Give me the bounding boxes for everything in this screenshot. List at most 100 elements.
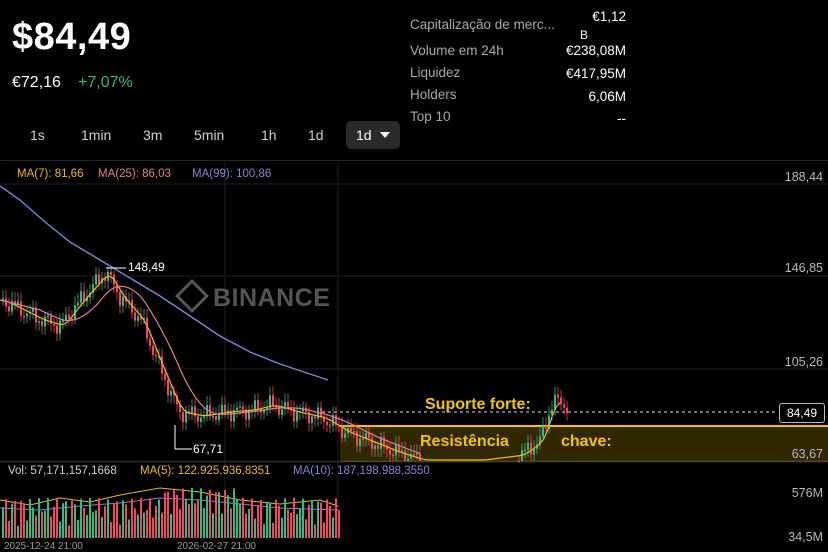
volume-bar [302, 498, 304, 538]
volume-bar [50, 516, 52, 538]
candle-body [26, 313, 28, 317]
volume-bar [257, 505, 259, 538]
candle-body [173, 390, 175, 396]
volume-bar [164, 492, 166, 538]
timeframe-5min[interactable]: 5min [194, 127, 225, 143]
stat-value-top10: -- [617, 111, 626, 126]
candle-body [263, 409, 265, 413]
candle-body [143, 317, 145, 320]
volume-bar [329, 506, 331, 538]
candle-body [392, 454, 394, 457]
volume-bar [233, 488, 235, 538]
candle-body [407, 458, 409, 461]
candle-body [332, 415, 334, 426]
volume-bar [149, 498, 151, 538]
chart-grid [0, 162, 828, 540]
candle-body [335, 415, 337, 426]
candle-body [206, 405, 208, 417]
candle-body [287, 402, 289, 408]
volume-bar [266, 501, 268, 538]
volume-ma5-label: MA(5): 122.925,936,8351 [140, 465, 271, 477]
candle-body [77, 302, 79, 306]
volume-bar [296, 514, 298, 538]
volume-bar [32, 507, 34, 538]
stat-label-top10: Top 10 [410, 109, 451, 124]
volume-bar [209, 489, 211, 538]
support-annotation: Suporte forte: [425, 396, 531, 413]
volume-bar [155, 505, 157, 538]
volume-bar [62, 503, 64, 538]
candle-body [170, 390, 172, 396]
candle-body [23, 315, 25, 318]
volume-bar [68, 525, 70, 538]
volume-bar [56, 499, 58, 538]
candle-body [155, 354, 157, 357]
candle-body [368, 433, 370, 438]
volume-bar [8, 520, 10, 538]
timeframe-1s[interactable]: 1s [30, 127, 45, 143]
volume-bar [41, 511, 43, 538]
volume-bar [131, 498, 133, 538]
candle-body [245, 409, 247, 420]
volume-bar [77, 520, 79, 538]
timeframe-dropdown[interactable]: 1d [346, 121, 400, 149]
timeframe-1min[interactable]: 1min [81, 127, 112, 143]
timeframe-3m[interactable]: 3m [143, 127, 163, 143]
volume-bar [128, 519, 130, 538]
candle-body [326, 421, 328, 425]
volume-bar [212, 513, 214, 538]
volume-bar [119, 524, 121, 538]
candle-body [542, 425, 544, 437]
candle-body [185, 411, 187, 423]
volume-bar [26, 520, 28, 538]
ma99-line [0, 185, 329, 381]
volume-bar [290, 512, 292, 538]
candle-body [179, 404, 181, 413]
volume-bar [65, 501, 67, 538]
volume-bar [335, 498, 337, 538]
volume-bar [275, 499, 277, 538]
candle-body [317, 407, 319, 419]
volume-bar [5, 499, 7, 538]
candle-body [38, 321, 40, 323]
price-axis-label: 63,67 [791, 447, 823, 461]
candle-body [32, 307, 34, 312]
caret-down-icon [380, 132, 390, 138]
high-price-label: 148,49 [128, 260, 165, 274]
price-eur: €72,16 [12, 74, 61, 91]
volume-bar [176, 494, 178, 538]
price-change: +7,07% [78, 74, 133, 91]
candle-body [323, 416, 325, 422]
volume-bar [236, 499, 238, 538]
timeframe-1h[interactable]: 1h [261, 127, 277, 143]
candle-body [329, 424, 331, 427]
divider [0, 160, 828, 161]
volume-bar [143, 512, 145, 538]
volume-bar [104, 506, 106, 538]
volume-bar [101, 516, 103, 538]
volume-bar [224, 489, 226, 538]
candle-body [389, 449, 391, 455]
candle-body [377, 445, 379, 449]
volume-bar [227, 495, 229, 538]
candle-body [311, 416, 313, 424]
binance-logo-icon [175, 279, 209, 313]
volume-bar [284, 498, 286, 538]
low-price-label: 67,71 [193, 442, 224, 456]
volume-bar [269, 502, 271, 538]
candle-body [560, 397, 562, 405]
ma99-label: MA(99): 100,86 [192, 168, 272, 180]
candle-body [278, 406, 280, 415]
candle-body [563, 404, 565, 408]
candle-body [410, 453, 412, 459]
price-axis-label: 188,44 [784, 170, 823, 184]
volume-bar [11, 503, 13, 538]
candle-body [8, 306, 10, 312]
volume-bar [245, 513, 247, 538]
candle-body [17, 301, 19, 306]
candle-body [98, 274, 100, 284]
candle-body [14, 301, 16, 306]
candle-body [137, 316, 139, 321]
timeframe-1d[interactable]: 1d [308, 127, 324, 143]
